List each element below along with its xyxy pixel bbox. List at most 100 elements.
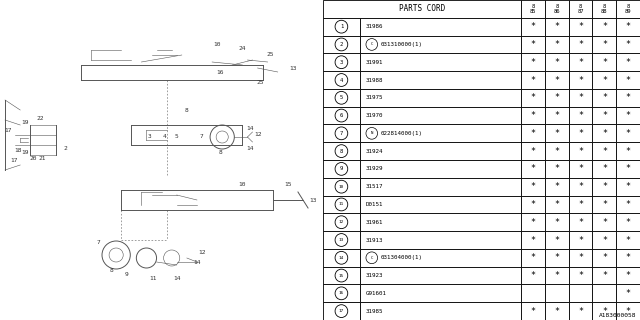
Text: 13: 13 <box>289 66 297 70</box>
Text: 7: 7 <box>340 131 343 136</box>
Bar <box>569 36 593 53</box>
Text: 31986: 31986 <box>366 24 383 29</box>
Bar <box>593 267 616 284</box>
Text: *: * <box>602 58 607 67</box>
Text: *: * <box>578 111 583 120</box>
Bar <box>545 231 569 249</box>
Bar <box>593 231 616 249</box>
Circle shape <box>335 163 348 175</box>
Text: *: * <box>602 40 607 49</box>
Bar <box>569 71 593 89</box>
Bar <box>593 124 616 142</box>
Text: *: * <box>602 218 607 227</box>
Bar <box>593 178 616 196</box>
Bar <box>545 178 569 196</box>
Circle shape <box>335 269 348 282</box>
Text: 12: 12 <box>339 220 344 224</box>
Bar <box>593 53 616 71</box>
Bar <box>323 196 360 213</box>
Bar <box>545 107 569 124</box>
Text: *: * <box>626 164 630 173</box>
Bar <box>569 107 593 124</box>
Text: *: * <box>531 182 536 191</box>
Bar <box>360 284 521 302</box>
Bar <box>616 107 640 124</box>
Text: 15: 15 <box>339 274 344 277</box>
Text: *: * <box>554 218 559 227</box>
Bar <box>545 302 569 320</box>
Circle shape <box>366 252 378 264</box>
Text: *: * <box>531 253 536 262</box>
Bar <box>521 124 545 142</box>
Text: 17: 17 <box>4 127 12 132</box>
Text: 31924: 31924 <box>366 148 383 154</box>
Text: 31923: 31923 <box>366 273 383 278</box>
Bar <box>569 196 593 213</box>
Text: G91601: G91601 <box>366 291 387 296</box>
Text: *: * <box>626 236 630 244</box>
Bar <box>593 302 616 320</box>
Bar <box>545 142 569 160</box>
Bar <box>569 231 593 249</box>
Text: 8
88: 8 88 <box>601 4 607 14</box>
Text: *: * <box>554 307 559 316</box>
Text: 5: 5 <box>340 95 343 100</box>
Text: *: * <box>626 22 630 31</box>
Text: *: * <box>531 129 536 138</box>
Bar <box>593 249 616 267</box>
Bar <box>616 142 640 160</box>
Bar <box>569 89 593 107</box>
Text: 8: 8 <box>109 268 113 273</box>
Text: *: * <box>554 58 559 67</box>
Text: *: * <box>578 218 583 227</box>
Text: 11: 11 <box>339 203 344 206</box>
Text: *: * <box>578 40 583 49</box>
Bar <box>593 36 616 53</box>
Bar <box>616 249 640 267</box>
Text: *: * <box>554 40 559 49</box>
Circle shape <box>335 92 348 104</box>
Text: *: * <box>602 147 607 156</box>
Text: *: * <box>554 93 559 102</box>
Text: 13: 13 <box>309 197 317 203</box>
Bar <box>360 302 521 320</box>
Text: *: * <box>578 200 583 209</box>
Text: *: * <box>602 93 607 102</box>
Text: 14: 14 <box>247 146 254 150</box>
Text: 7: 7 <box>97 239 101 244</box>
Text: 13: 13 <box>339 238 344 242</box>
Text: 3: 3 <box>148 134 151 140</box>
Text: *: * <box>626 76 630 84</box>
Bar <box>521 231 545 249</box>
Bar <box>545 89 569 107</box>
Text: *: * <box>602 182 607 191</box>
Bar <box>616 196 640 213</box>
Text: *: * <box>554 129 559 138</box>
Text: 10: 10 <box>339 185 344 189</box>
Bar <box>616 53 640 71</box>
Text: *: * <box>626 200 630 209</box>
Bar <box>323 160 360 178</box>
Text: *: * <box>554 111 559 120</box>
Bar <box>360 18 521 36</box>
Circle shape <box>335 109 348 122</box>
Text: 8
89: 8 89 <box>625 4 632 14</box>
Bar <box>521 36 545 53</box>
Text: N: N <box>371 131 373 135</box>
Text: C: C <box>371 256 373 260</box>
Text: *: * <box>554 236 559 244</box>
Bar <box>521 178 545 196</box>
Text: 9: 9 <box>124 273 128 277</box>
Bar <box>521 213 545 231</box>
Bar <box>360 53 521 71</box>
Bar <box>360 71 521 89</box>
Bar <box>545 18 569 36</box>
Text: *: * <box>531 164 536 173</box>
Text: *: * <box>602 307 607 316</box>
Text: 6: 6 <box>340 113 343 118</box>
Bar <box>521 18 545 36</box>
Bar <box>569 267 593 284</box>
Text: *: * <box>602 200 607 209</box>
Text: *: * <box>602 164 607 173</box>
Circle shape <box>102 241 131 269</box>
